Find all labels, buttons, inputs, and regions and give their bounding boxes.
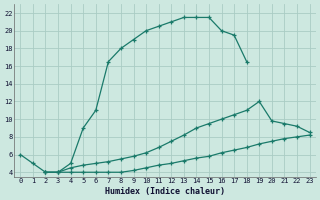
X-axis label: Humidex (Indice chaleur): Humidex (Indice chaleur) [105,187,225,196]
